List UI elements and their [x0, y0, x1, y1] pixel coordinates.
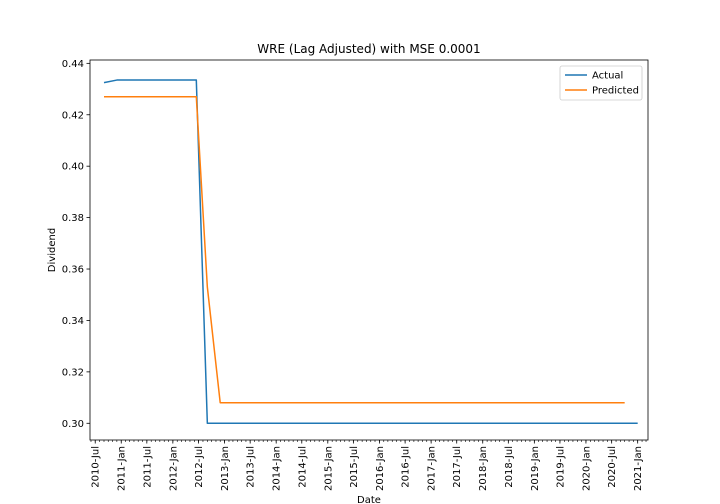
x-tick-label: 2012-Jul	[194, 446, 205, 488]
x-tick-label: 2017-Jul	[452, 446, 463, 488]
x-tick-label: 2018-Jan	[478, 446, 489, 491]
series-line-predicted	[104, 96, 625, 404]
x-axis: 2010-Jul 2011-Jan 2011-Jul 2012-Jan 2012-Jul…	[90, 440, 647, 491]
x-tick-label: 2014-Jul	[297, 446, 308, 488]
x-tick-label: 2020-Jul	[607, 446, 618, 488]
x-axis-label: Date	[357, 495, 381, 504]
y-tick-label: 0.38	[62, 213, 84, 224]
x-tick-label: 2011-Jul	[142, 446, 153, 488]
plot-area	[89, 59, 649, 441]
plot-frame	[89, 59, 649, 441]
x-tick-label: 2021-Jan	[633, 446, 644, 491]
chart-title: WRE (Lag Adjusted) with MSE 0.0001	[257, 42, 480, 56]
x-tick-label: 2013-Jul	[246, 446, 257, 488]
x-tick-label: 2019-Jul	[555, 446, 566, 488]
y-tick-label: 0.32	[62, 367, 84, 378]
legend-label-actual: Actual	[592, 71, 623, 82]
x-tick-label: 2020-Jan	[581, 446, 592, 491]
x-tick-label: 2015-Jul	[349, 446, 360, 488]
x-tick-label: 2016-Jan	[375, 446, 386, 491]
y-tick-label: 0.34	[62, 316, 84, 327]
x-tick-label: 2011-Jan	[117, 446, 128, 491]
y-tick-label: 0.44	[62, 59, 84, 70]
x-tick-label: 2019-Jan	[530, 446, 541, 491]
legend-label-predicted: Predicted	[592, 86, 639, 97]
y-tick-label: 0.42	[62, 110, 84, 121]
x-tick-label: 2016-Jul	[401, 446, 412, 488]
x-tick-label: 2018-Jul	[504, 446, 515, 488]
legend: Actual Predicted	[559, 65, 643, 101]
y-tick-label: 0.36	[62, 265, 84, 276]
y-axis: 0.30 0.32 0.34 0.36 0.38 0.40 0.42 0.44	[62, 59, 90, 430]
series-line-actual	[103, 79, 638, 425]
x-tick-label: 2015-Jan	[323, 446, 334, 491]
x-tick-label: 2010-Jul	[91, 446, 102, 488]
x-tick-label: 2012-Jan	[168, 446, 179, 491]
y-tick-label: 0.40	[62, 162, 84, 173]
series-layer	[103, 79, 638, 425]
x-tick-label: 2013-Jan	[220, 446, 231, 491]
x-tick-label: 2014-Jan	[272, 446, 283, 491]
x-tick-label: 2017-Jan	[427, 446, 438, 491]
y-axis-label: Dividend	[47, 228, 58, 272]
y-tick-label: 0.30	[62, 419, 84, 430]
